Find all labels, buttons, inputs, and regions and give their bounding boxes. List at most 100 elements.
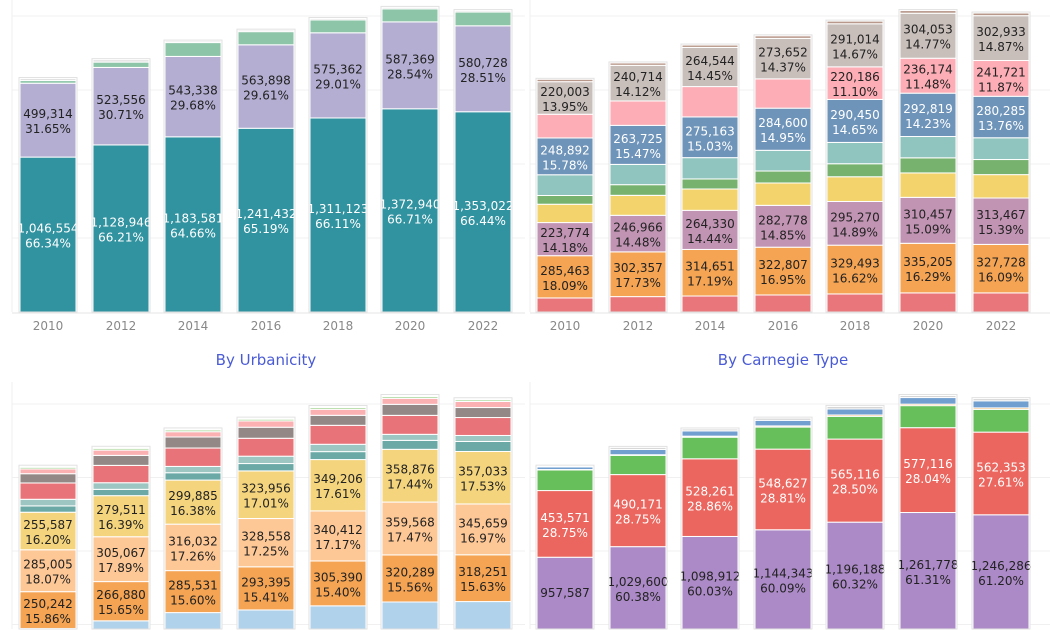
bar-segment bbox=[754, 417, 812, 421]
data-label: 562,353 27.61% bbox=[976, 460, 1026, 489]
data-label-value: 302,933 bbox=[976, 25, 1026, 39]
bar-segment bbox=[237, 31, 295, 46]
bar-segment bbox=[681, 157, 739, 180]
bar-segment bbox=[972, 398, 1030, 402]
bar-segment bbox=[681, 428, 739, 432]
data-label: 345,659 16.97% bbox=[458, 516, 508, 545]
bar-segment bbox=[237, 420, 295, 428]
data-label-percent: 15.56% bbox=[387, 580, 433, 594]
x-tick-label: 2016 bbox=[768, 319, 799, 333]
data-label-value: 248,892 bbox=[540, 143, 590, 157]
data-label: 328,558 17.25% bbox=[241, 530, 291, 559]
data-label: 304,053 14.77% bbox=[903, 23, 953, 52]
data-label-percent: 14.18% bbox=[542, 241, 588, 255]
bar-segment bbox=[609, 546, 667, 630]
data-label-percent: 60.03% bbox=[687, 585, 733, 599]
data-label: 548,627 28.81% bbox=[758, 476, 808, 505]
data-label-percent: 11.87% bbox=[978, 80, 1024, 94]
bar-2020: 320,289 15.56% 359,568 17.47% 358,876 17.44% bbox=[380, 394, 440, 630]
bar-outline bbox=[236, 416, 296, 630]
data-label-value: 220,186 bbox=[830, 70, 880, 84]
data-label-percent: 15.78% bbox=[542, 158, 588, 172]
bar-segment bbox=[972, 174, 1030, 199]
bar-2022: 1,353,022 66.44% 580,728 28.51% bbox=[452, 9, 514, 313]
bar-segment bbox=[536, 78, 594, 83]
data-label-percent: 15.60% bbox=[170, 594, 216, 608]
data-label-value: 499,314 bbox=[23, 107, 73, 121]
bar-segment bbox=[972, 408, 1030, 433]
data-label-percent: 13.95% bbox=[542, 100, 588, 114]
bar-segment bbox=[681, 436, 739, 460]
data-label: 310,457 15.09% bbox=[903, 207, 953, 236]
bar-segment bbox=[381, 395, 439, 398]
data-label-percent: 14.87% bbox=[978, 40, 1024, 54]
data-label: 340,412 17.17% bbox=[313, 523, 363, 552]
bar-segment bbox=[92, 482, 150, 490]
bar-segment bbox=[972, 60, 1030, 97]
data-label-value: 305,067 bbox=[96, 546, 146, 560]
data-label-value: 279,511 bbox=[96, 503, 146, 517]
bar-segment bbox=[381, 6, 439, 10]
bar-segment bbox=[309, 117, 367, 313]
data-label-value: 528,261 bbox=[685, 485, 735, 499]
data-label-value: 1,144,343 bbox=[752, 566, 813, 580]
data-label-percent: 14.12% bbox=[615, 85, 661, 99]
data-label: 957,587 bbox=[540, 586, 590, 600]
data-label: 284,600 14.95% bbox=[758, 116, 808, 145]
data-label-value: 310,457 bbox=[903, 207, 953, 221]
data-label-value: 284,600 bbox=[758, 116, 808, 130]
data-label-value: 282,778 bbox=[758, 213, 808, 227]
x-tick-label: 2020 bbox=[913, 319, 944, 333]
data-label-percent: 11.10% bbox=[832, 85, 878, 99]
data-label-value: 1,261,778 bbox=[897, 558, 958, 572]
bar-segment bbox=[899, 394, 957, 399]
bar-segment bbox=[826, 405, 884, 410]
bar-segment bbox=[92, 495, 150, 538]
bar-outline bbox=[825, 404, 885, 630]
data-label: 1,046,554 66.34% bbox=[17, 222, 78, 251]
data-label-value: 280,285 bbox=[976, 104, 1026, 118]
bar-segment bbox=[19, 498, 77, 507]
data-label-percent: 14.37% bbox=[760, 61, 806, 75]
data-label: 543,338 29.68% bbox=[168, 84, 218, 113]
data-label: 299,885 16.38% bbox=[168, 489, 218, 518]
data-label-value: 292,819 bbox=[903, 102, 953, 116]
data-label-value: 290,450 bbox=[830, 108, 880, 122]
data-label-percent: 61.31% bbox=[905, 573, 951, 587]
data-label: 1,029,600 60.38% bbox=[607, 575, 668, 604]
bar-segment bbox=[164, 447, 222, 467]
data-label-percent: 28.04% bbox=[905, 472, 951, 486]
bar-outline bbox=[825, 19, 885, 313]
bar-segment bbox=[536, 465, 594, 468]
data-label-percent: 15.65% bbox=[98, 603, 144, 617]
bar-outline bbox=[163, 427, 223, 630]
bar-segment bbox=[309, 19, 367, 34]
data-label: 1,196,188 60.32% bbox=[824, 563, 885, 592]
bar-segment bbox=[454, 401, 512, 409]
bar-segment bbox=[309, 32, 367, 119]
bar-outline bbox=[535, 77, 595, 313]
data-label-percent: 28.50% bbox=[832, 483, 878, 497]
data-label: 1,372,940 66.71% bbox=[379, 197, 440, 226]
bar-outline bbox=[753, 416, 813, 630]
bar-segment bbox=[454, 440, 512, 452]
bar-segment bbox=[754, 448, 812, 531]
bar-segment bbox=[972, 137, 1030, 161]
bar-segment bbox=[454, 601, 512, 630]
data-label-value: 275,163 bbox=[685, 124, 735, 138]
bar-segment bbox=[536, 203, 594, 224]
data-label-percent: 15.09% bbox=[905, 222, 951, 236]
bar-segment bbox=[237, 566, 295, 611]
data-label-percent: 11.48% bbox=[905, 78, 951, 92]
data-label-value: 543,338 bbox=[168, 84, 218, 98]
bar-outline bbox=[453, 397, 513, 630]
data-label: 323,956 17.01% bbox=[241, 482, 291, 511]
bar-segment bbox=[754, 149, 812, 172]
bar-segment bbox=[381, 439, 439, 450]
data-label: 358,876 17.44% bbox=[385, 463, 435, 492]
bar-segment bbox=[536, 137, 594, 176]
bar-segment bbox=[309, 510, 367, 562]
data-label-value: 322,807 bbox=[758, 258, 808, 272]
data-label-value: 575,362 bbox=[313, 62, 363, 76]
